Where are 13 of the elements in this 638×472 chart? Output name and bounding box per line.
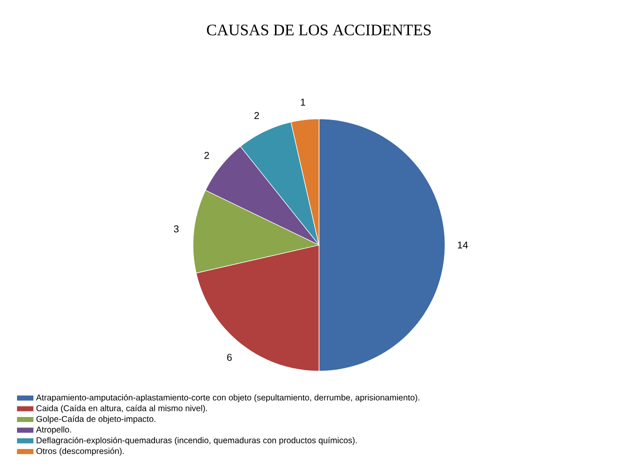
data-label: 3: [174, 225, 179, 232]
legend-label: Deflagración-explosión-quemaduras (incendio, quemaduras con productos químicos).: [36, 436, 357, 445]
legend-label: Caida (Caída en altura, caída al mismo nivel).: [36, 404, 208, 413]
chart-title: CAUSAS DE LOS ACCIDENTES: [206, 24, 431, 36]
data-label: 14: [458, 242, 468, 248]
legend-label: Golpe-Caída de objeto-impacto.: [36, 416, 156, 424]
legend-label: Otros (descompresión).: [36, 448, 124, 456]
data-label: 6: [227, 354, 232, 361]
legend-label: Atropello.: [36, 426, 72, 434]
data-label: 1: [300, 98, 306, 106]
legend-label: Atrapamiento-amputación-aplastamiento-corte con objeto (sepultamiento, derrumbe, aprisionamiento).: [36, 394, 420, 402]
data-label: 2: [254, 112, 259, 119]
data-label: 2: [204, 152, 209, 159]
